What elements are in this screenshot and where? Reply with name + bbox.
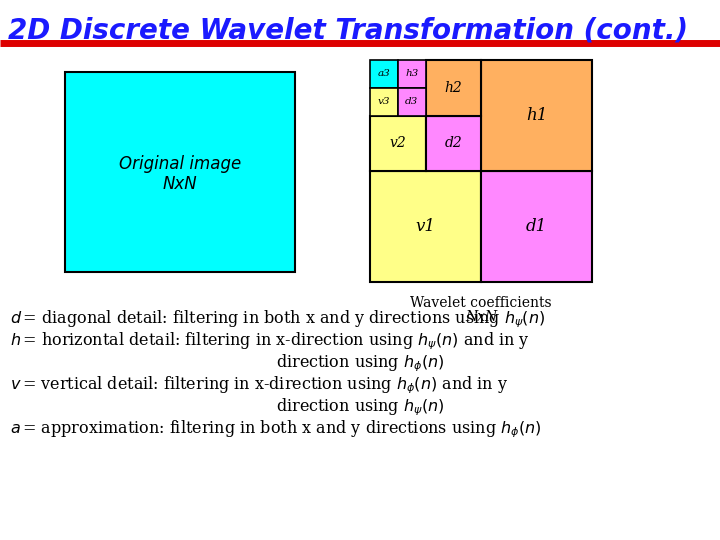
Text: d3: d3	[405, 97, 418, 106]
Text: v2: v2	[390, 136, 406, 150]
Text: $h\,$= horizontal detail: filtering in x-direction using $h_{\psi}(n)$ and in y: $h\,$= horizontal detail: filtering in x…	[10, 330, 530, 352]
Text: a3: a3	[377, 69, 390, 78]
Text: $v\,$= vertical detail: filtering in x-direction using $h_{\phi}(n)$ and in y: $v\,$= vertical detail: filtering in x-d…	[10, 374, 508, 396]
Bar	[481, 60, 592, 171]
Text: h1: h1	[526, 107, 547, 124]
Bar	[481, 171, 592, 282]
Bar	[370, 60, 397, 87]
Bar	[370, 116, 426, 171]
Text: h2: h2	[444, 81, 462, 94]
Text: Original image: Original image	[119, 155, 241, 173]
Text: direction using $h_{\phi}(n)$: direction using $h_{\phi}(n)$	[276, 352, 444, 374]
Text: v3: v3	[377, 97, 390, 106]
Bar	[65, 72, 295, 272]
Text: 2D Discrete Wavelet Transformation (cont.): 2D Discrete Wavelet Transformation (cont…	[8, 16, 688, 44]
Text: d1: d1	[526, 218, 547, 235]
Text: h3: h3	[405, 69, 418, 78]
Bar	[370, 87, 397, 116]
Bar	[370, 171, 481, 282]
Text: NxN: NxN	[465, 310, 497, 324]
Text: v1: v1	[415, 218, 436, 235]
Bar	[397, 87, 426, 116]
Text: NxN: NxN	[163, 175, 197, 193]
Text: $d\,$= diagonal detail: filtering in both x and y directions using $h_{\psi}(n)$: $d\,$= diagonal detail: filtering in bot…	[10, 308, 545, 329]
Text: direction using $h_{\psi}(n)$: direction using $h_{\psi}(n)$	[276, 396, 444, 417]
Bar	[426, 116, 481, 171]
Text: Wavelet coefficients: Wavelet coefficients	[410, 296, 552, 310]
Text: $a\,$= approximation: filtering in both x and y directions using $h_{\phi}(n)$: $a\,$= approximation: filtering in both …	[10, 418, 542, 440]
Text: d2: d2	[444, 136, 462, 150]
Bar	[397, 60, 426, 87]
Bar	[426, 60, 481, 116]
